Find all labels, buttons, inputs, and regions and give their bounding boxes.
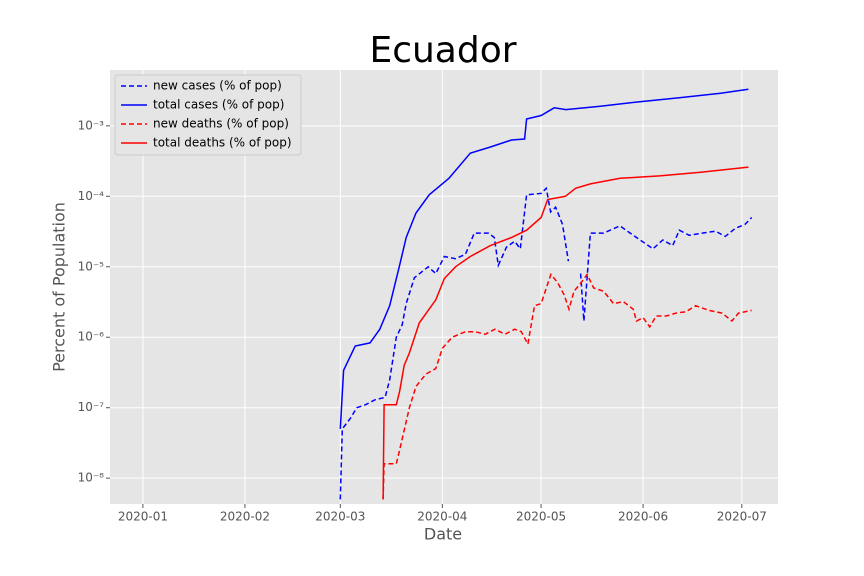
x-axis-label: Date [424,525,462,544]
legend-label: total deaths (% of pop) [153,136,292,150]
x-tick-label: 2020-05 [516,510,566,524]
x-tick-label: 2020-04 [417,510,467,524]
legend-label: new cases (% of pop) [153,79,282,93]
series-line [382,166,749,500]
x-tick-label: 2020-07 [717,510,767,524]
x-tick-label: 2020-03 [315,510,365,524]
y-tick-label: 10⁻⁷ [78,400,105,414]
x-tick-label: 2020-02 [220,510,270,524]
chart-title: Ecuador [369,30,516,71]
y-axis-label: Percent of Population [50,202,69,372]
y-tick-label: 10⁻⁴ [78,189,105,203]
x-tick-label: 2020-06 [618,510,668,524]
x-tick-label: 2020-01 [118,510,168,524]
y-tick-label: 10⁻³ [78,118,105,132]
legend-label: new deaths (% of pop) [153,117,289,131]
y-tick-label: 10⁻⁸ [78,471,105,485]
legend-label: total cases (% of pop) [153,98,284,112]
y-tick-label: 10⁻⁶ [78,330,105,344]
legend: new cases (% of pop) total cases (% of po… [114,74,302,156]
lines [339,88,753,500]
y-tick-label: 10⁻⁵ [78,259,105,273]
grid [110,70,778,504]
series-line [339,88,749,429]
legend-box [114,74,302,156]
series-line [339,186,753,500]
